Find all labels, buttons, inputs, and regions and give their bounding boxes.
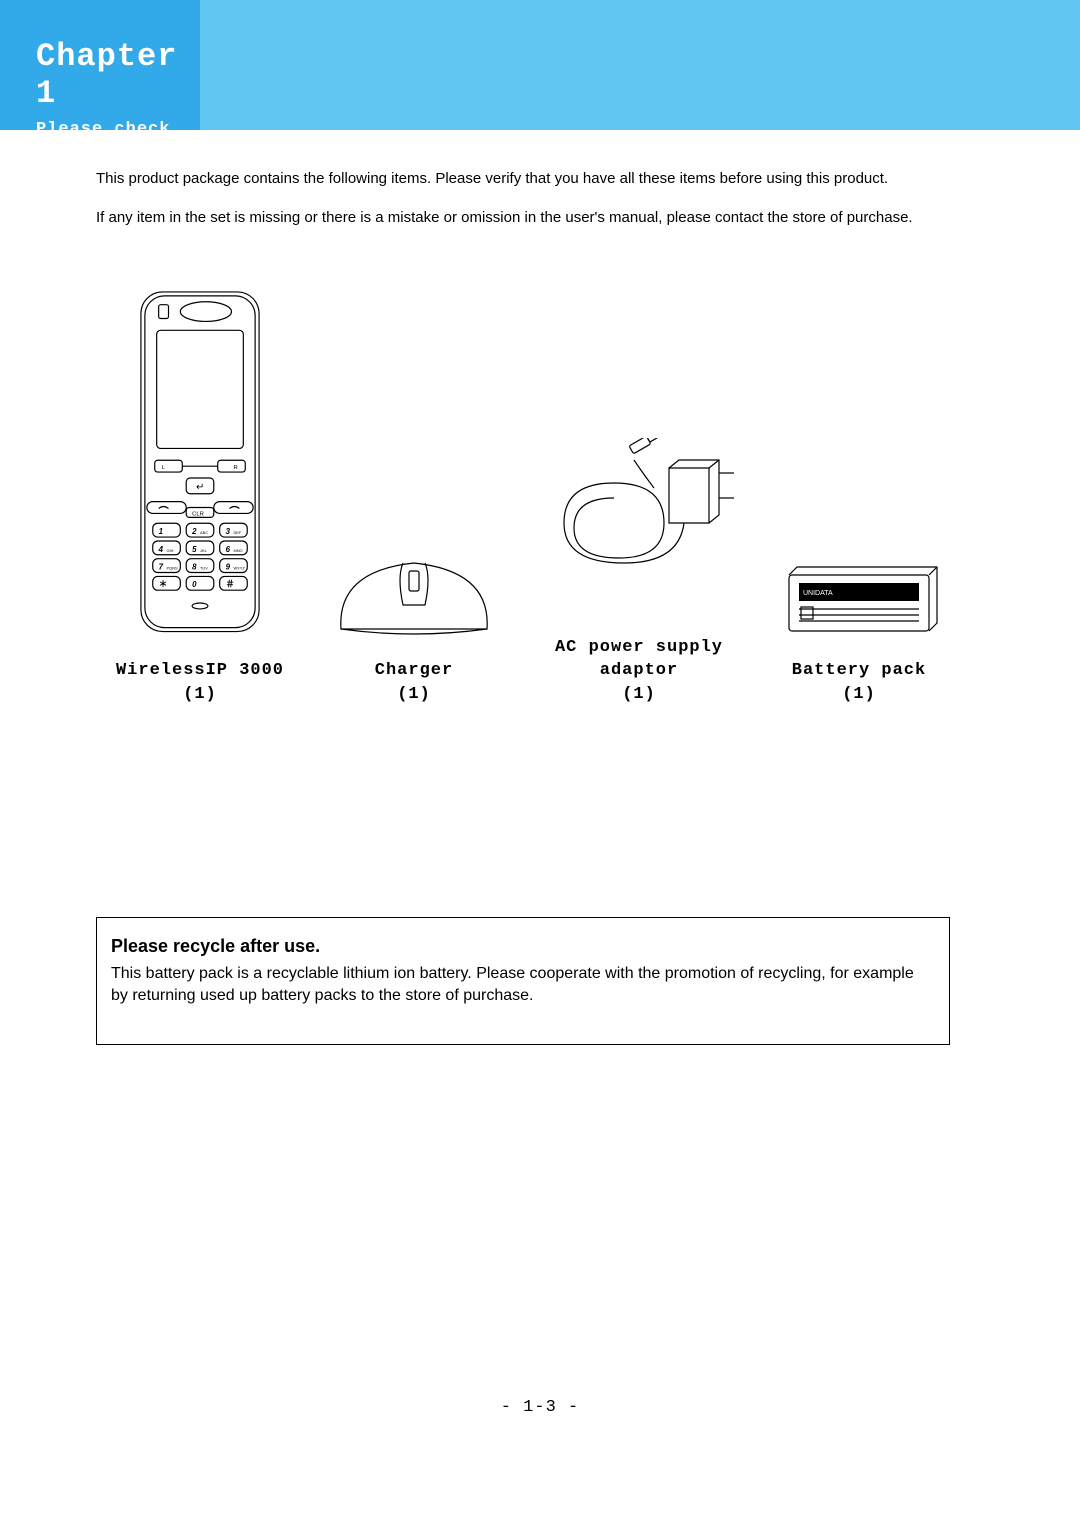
- svg-text:DEF: DEF: [233, 530, 241, 535]
- page-banner: Chapter 1 Please check the: [0, 0, 1080, 130]
- item-adaptor-label: AC power supply adaptor (1): [524, 636, 754, 707]
- recycle-notice: Please recycle after use. This battery p…: [96, 917, 950, 1045]
- package-items-row: L R ↵ CLR 1 2ABC 3DEF: [96, 287, 1040, 707]
- recycle-text: This battery pack is a recyclable lithiu…: [111, 963, 935, 1006]
- item-charger-label: Charger (1): [375, 659, 453, 707]
- svg-text:4: 4: [158, 545, 164, 554]
- svg-text:ABC: ABC: [200, 530, 208, 535]
- item-charger: Charger (1): [314, 287, 514, 707]
- svg-text:5: 5: [192, 545, 197, 554]
- item-battery-name: Battery pack: [792, 661, 926, 680]
- svg-text:＃: ＃: [226, 579, 235, 589]
- svg-text:9: 9: [226, 563, 231, 572]
- recycle-title: Please recycle after use.: [111, 936, 935, 957]
- svg-text:MNO: MNO: [233, 548, 242, 553]
- svg-text:3: 3: [226, 527, 231, 536]
- intro-text: This product package contains the follow…: [96, 168, 1040, 229]
- svg-text:PQRS: PQRS: [167, 566, 178, 571]
- page-content: This product package contains the follow…: [0, 130, 1080, 1045]
- item-adaptor-qty: (1): [622, 685, 656, 704]
- item-battery-label: Battery pack (1): [792, 659, 926, 707]
- adaptor-illustration: [534, 438, 744, 618]
- svg-text:TUV: TUV: [200, 566, 208, 571]
- item-charger-name: Charger: [375, 661, 453, 680]
- intro-line-1: This product package contains the follow…: [96, 168, 1040, 191]
- svg-text:2: 2: [191, 527, 197, 536]
- page-number: - 1-3 -: [0, 1398, 1080, 1417]
- svg-text:GHI: GHI: [167, 548, 174, 553]
- svg-text:↵: ↵: [196, 482, 204, 493]
- svg-text:WXYZ: WXYZ: [233, 566, 245, 571]
- svg-text:7: 7: [159, 563, 164, 572]
- battery-illustration: UNIDATA: [779, 561, 939, 641]
- phone-illustration: L R ↵ CLR 1 2ABC 3DEF: [130, 287, 270, 641]
- svg-text:8: 8: [192, 563, 197, 572]
- chapter-subtitle: Please check the: [36, 120, 200, 158]
- item-charger-qty: (1): [397, 685, 431, 704]
- item-adaptor: AC power supply adaptor (1): [524, 287, 754, 707]
- svg-text:R: R: [233, 465, 237, 471]
- charger-illustration: [329, 541, 499, 641]
- svg-text:CLR: CLR: [192, 511, 204, 517]
- svg-text:0: 0: [192, 580, 197, 589]
- svg-text:JKL: JKL: [200, 548, 208, 553]
- item-phone-label: WirelessIP 3000 (1): [96, 659, 304, 707]
- svg-text:＊: ＊: [159, 579, 168, 589]
- svg-text:UNIDATA: UNIDATA: [803, 590, 833, 597]
- svg-text:L: L: [162, 465, 166, 471]
- item-adaptor-name: AC power supply adaptor: [555, 638, 723, 681]
- svg-text:6: 6: [226, 545, 231, 554]
- svg-text:1: 1: [159, 527, 163, 536]
- chapter-title: Chapter 1: [36, 38, 200, 112]
- item-phone: L R ↵ CLR 1 2ABC 3DEF: [96, 287, 304, 707]
- intro-line-2: If any item in the set is missing or the…: [96, 207, 1040, 230]
- item-battery-qty: (1): [842, 685, 876, 704]
- item-battery: UNIDATA Battery pack (1): [764, 287, 954, 707]
- banner-tab: Chapter 1 Please check the: [0, 0, 200, 130]
